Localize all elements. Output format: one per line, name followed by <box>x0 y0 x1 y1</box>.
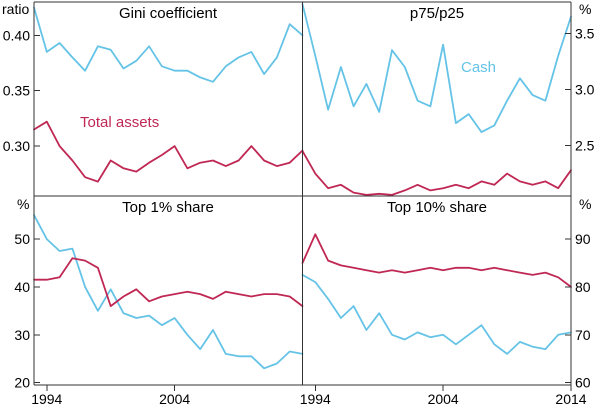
y-tick-label-gini: 0.30 <box>3 138 30 154</box>
series-label-total-assets: Total assets <box>80 114 160 131</box>
y-tick-label-top1: 30 <box>14 327 30 343</box>
y-tick-label-top10: 80 <box>575 279 591 295</box>
panel-title-gini-coefficient: Gini coefficient <box>118 5 218 22</box>
series-line-top1-cash <box>33 214 304 370</box>
x-tick-label-top1: 1994 <box>31 391 62 407</box>
x-tick-label-top10: 2004 <box>428 391 459 407</box>
y-tick-label-top10: 60 <box>575 375 591 391</box>
axis-unit-top-right: % <box>579 1 592 17</box>
axis-unit-bottom-left: % <box>17 196 30 212</box>
y-tick-label-top1: 40 <box>14 279 30 295</box>
y-tick-label-gini: 0.35 <box>3 83 30 99</box>
series-line-top1-total_assets <box>33 257 304 308</box>
series-line-top10-cash <box>301 273 572 355</box>
panel-title-top-10-share: Top 10% share <box>386 199 488 216</box>
y-tick-label-top1: 50 <box>14 231 30 247</box>
panel-title-p75-p25: p75/p25 <box>409 5 465 22</box>
y-tick-label-p75p25: 2.5 <box>575 138 595 154</box>
y-tick-label-top10: 90 <box>575 231 591 247</box>
series-line-gini-cash <box>33 6 304 83</box>
y-tick-label-gini: 0.40 <box>3 27 30 43</box>
axis-unit-top-left: ratio <box>2 1 30 17</box>
series-line-top10-total_assets <box>301 233 572 288</box>
x-tick-label-top10: 1994 <box>300 391 331 407</box>
y-tick-label-top10: 70 <box>575 327 591 343</box>
series-line-p75p25-cash <box>301 3 572 134</box>
series-line-p75p25-total_assets <box>301 150 572 196</box>
y-tick-label-p75p25: 3.5 <box>575 25 595 41</box>
series-label-cash: Cash <box>461 59 497 76</box>
x-tick-label-top1: 2004 <box>159 391 190 407</box>
x-tick-label-top10: 2014 <box>555 391 586 407</box>
y-tick-label-p75p25: 3.0 <box>575 81 595 97</box>
y-tick-label-top1: 20 <box>14 375 30 391</box>
series-line-gini-total_assets <box>33 120 304 183</box>
axis-unit-bottom-right: % <box>579 196 592 212</box>
panel-title-top-1-share: Top 1% share <box>122 199 214 216</box>
